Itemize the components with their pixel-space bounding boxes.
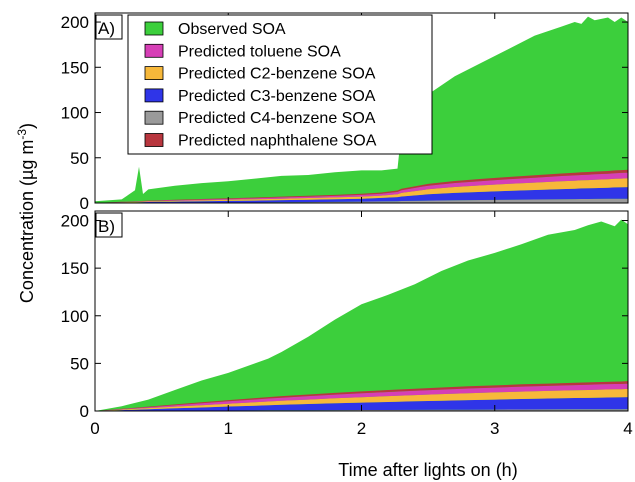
legend-label-c3benzene: Predicted C3-benzene SOA — [178, 88, 376, 105]
legend-swatch-naphthalene — [144, 133, 164, 147]
legend-label-observed: Observed SOA — [178, 21, 286, 38]
legend-swatch-c2benzene — [144, 66, 164, 80]
x-tick-label: 4 — [623, 419, 632, 438]
y-axis-label-close: ) — [17, 123, 37, 129]
area-naphthalene — [95, 381, 628, 411]
y-tick-label: 150 — [61, 58, 89, 77]
legend: Observed SOA Predicted toluene SOA Predict… — [127, 14, 433, 155]
x-tick-label: 1 — [224, 419, 233, 438]
y-tick-label: 100 — [61, 104, 89, 123]
panel-b: 0 50 100 150 200 0 1 2 3 4 B) — [61, 210, 633, 438]
legend-swatch-c4benzene — [144, 110, 164, 125]
y-tick-label: 0 — [80, 194, 89, 213]
panel-label-box — [95, 212, 123, 238]
y-tick-label: 50 — [70, 354, 89, 373]
area-toluene — [95, 383, 628, 411]
x-tick-label: 2 — [357, 419, 366, 438]
y-axis-label-main: Concentration (µg m — [17, 140, 37, 303]
legend-swatch-c3benzene — [144, 88, 164, 103]
y-tick-label: 50 — [70, 149, 89, 168]
x-tick-label: 3 — [490, 419, 499, 438]
panel-label: A) — [98, 19, 115, 38]
x-axis-label: Time after lights on (h) — [338, 460, 517, 480]
area-observed — [95, 219, 628, 411]
area-toluene — [95, 172, 628, 203]
legend-swatch-toluene — [144, 43, 164, 58]
y-tick-label: 200 — [61, 13, 89, 32]
legend-swatch-observed — [144, 21, 164, 36]
panel-label-box — [95, 14, 123, 40]
panel-label: B) — [98, 217, 115, 236]
legend-label-c2benzene: Predicted C2-benzene SOA — [178, 66, 376, 83]
area-naphthalene — [95, 169, 628, 203]
y-axis-label-exponent: -3 — [15, 129, 29, 140]
y-tick-label: 150 — [61, 259, 89, 278]
y-tick-label: 100 — [61, 307, 89, 326]
x-tick-label: 0 — [90, 419, 99, 438]
legend-label-naphthalene: Predicted naphthalene SOA — [178, 133, 377, 150]
legend-label-c4benzene: Predicted C4-benzene SOA — [178, 110, 376, 127]
legend-label-toluene: Predicted toluene SOA — [178, 43, 341, 60]
y-axis-label: Concentration (µg m-3) — [15, 123, 37, 303]
legend-box — [127, 14, 433, 155]
y-tick-label: 200 — [61, 212, 89, 231]
panel-a: 0 50 100 150 200 A) — [61, 12, 629, 213]
y-tick-label: 0 — [80, 402, 89, 421]
area-observed — [95, 16, 628, 203]
